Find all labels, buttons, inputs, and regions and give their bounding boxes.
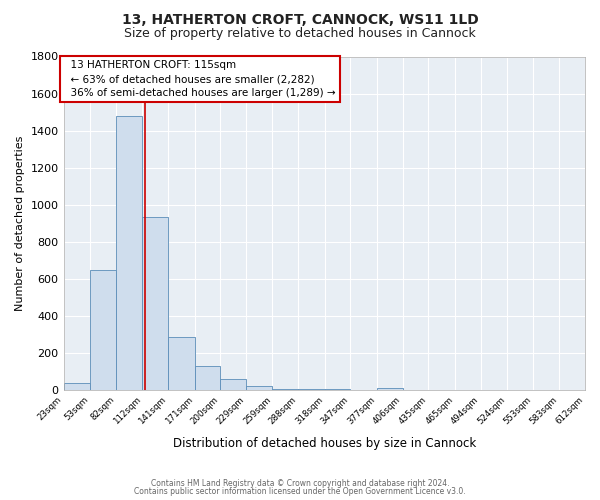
Bar xyxy=(194,366,220,390)
Text: Contains HM Land Registry data © Crown copyright and database right 2024.: Contains HM Land Registry data © Crown c… xyxy=(151,478,449,488)
Bar xyxy=(272,388,298,390)
Bar xyxy=(142,217,168,390)
Bar xyxy=(246,386,272,390)
Bar xyxy=(377,388,403,390)
Bar xyxy=(90,270,116,390)
Text: 13, HATHERTON CROFT, CANNOCK, WS11 1LD: 13, HATHERTON CROFT, CANNOCK, WS11 1LD xyxy=(122,12,478,26)
Text: Size of property relative to detached houses in Cannock: Size of property relative to detached ho… xyxy=(124,28,476,40)
Y-axis label: Number of detached properties: Number of detached properties xyxy=(15,136,25,311)
Bar xyxy=(64,383,90,390)
Text: 13 HATHERTON CROFT: 115sqm
  ← 63% of detached houses are smaller (2,282)
  36% : 13 HATHERTON CROFT: 115sqm ← 63% of deta… xyxy=(64,60,336,98)
Text: Contains public sector information licensed under the Open Government Licence v3: Contains public sector information licen… xyxy=(134,487,466,496)
X-axis label: Distribution of detached houses by size in Cannock: Distribution of detached houses by size … xyxy=(173,437,476,450)
Bar xyxy=(168,337,194,390)
Bar xyxy=(220,378,246,390)
Bar xyxy=(116,116,142,390)
